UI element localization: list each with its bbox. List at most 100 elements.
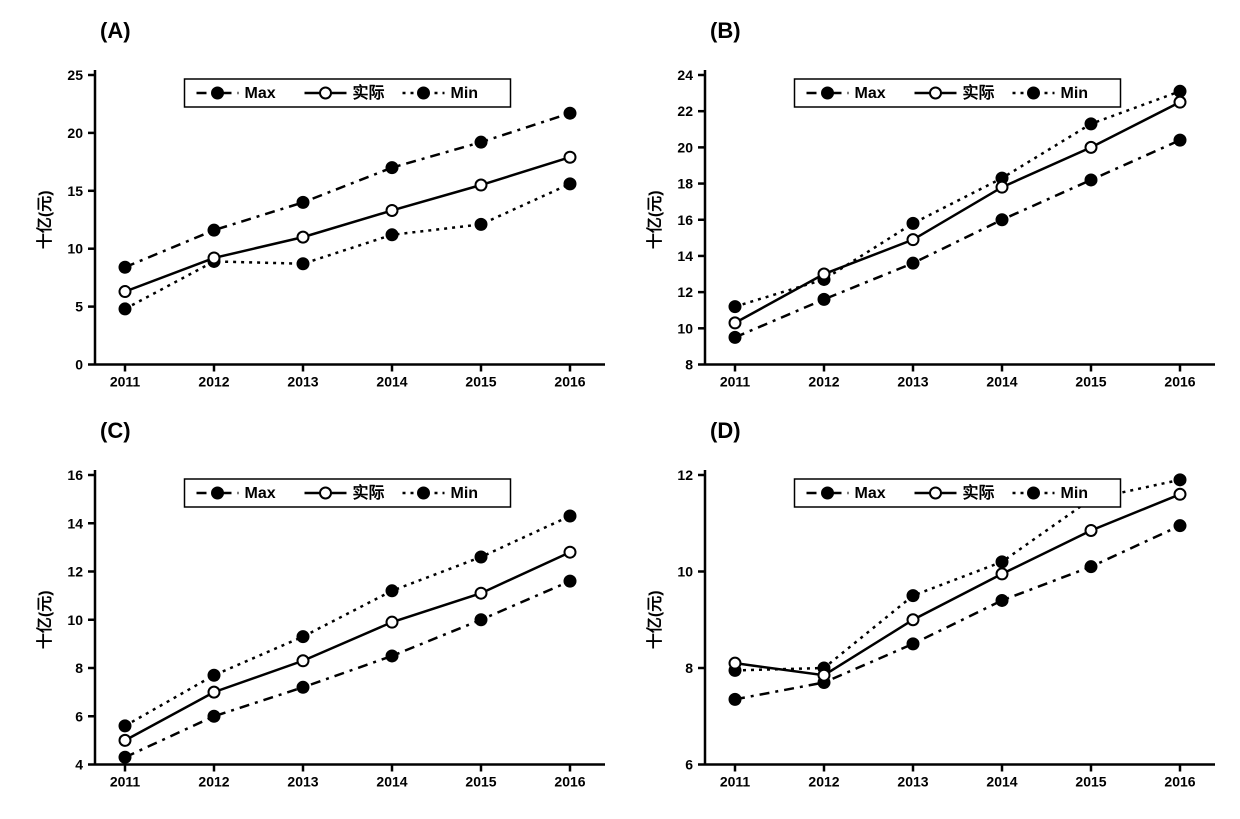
x-tick-label: 2012 (808, 773, 839, 789)
series-marker (565, 178, 576, 189)
series-line (125, 184, 570, 309)
x-tick-label: 2015 (465, 374, 496, 390)
series-marker (120, 286, 131, 297)
series-marker (476, 587, 487, 598)
series-marker (908, 258, 919, 269)
y-tick-label: 0 (75, 357, 83, 373)
series-marker (730, 301, 741, 312)
x-tick-label: 2014 (376, 773, 407, 789)
y-axis-label: 十亿(元) (35, 590, 54, 649)
legend-marker (1028, 88, 1039, 99)
legend-label: 实际 (353, 483, 385, 502)
legend-label: Min (451, 85, 479, 102)
y-tick-label: 8 (685, 660, 693, 676)
chart-svg: 46810121416201120122013201420152016十亿(元)… (10, 410, 620, 810)
x-tick-label: 2011 (720, 374, 751, 390)
y-tick-label: 10 (677, 320, 693, 336)
x-tick-label: 2011 (720, 773, 751, 789)
panel-label: (B) (710, 18, 741, 44)
x-tick-label: 2011 (110, 773, 141, 789)
series-marker (1086, 561, 1097, 572)
series-line (735, 479, 1180, 670)
series-marker (387, 205, 398, 216)
x-tick-label: 2015 (465, 773, 496, 789)
series-marker (997, 214, 1008, 225)
x-tick-label: 2014 (986, 374, 1017, 390)
series-marker (209, 686, 220, 697)
series-marker (997, 594, 1008, 605)
series-line (735, 102, 1180, 323)
series-line (125, 581, 570, 757)
x-tick-label: 2016 (554, 374, 585, 390)
series-marker (209, 252, 220, 263)
series-marker (120, 262, 131, 273)
series-marker (476, 551, 487, 562)
legend-marker (1028, 487, 1039, 498)
x-tick-label: 2013 (287, 773, 318, 789)
series-marker (120, 751, 131, 762)
legend-label: Max (245, 485, 276, 502)
series-marker (1086, 142, 1097, 153)
series-marker (387, 229, 398, 240)
series-marker (565, 510, 576, 521)
series-marker (120, 720, 131, 731)
y-tick-label: 12 (677, 284, 693, 300)
legend-label: 实际 (353, 83, 385, 102)
series-marker (476, 137, 487, 148)
series-marker (1086, 524, 1097, 535)
y-tick-label: 10 (67, 241, 83, 257)
series-marker (298, 232, 309, 243)
x-tick-label: 2012 (198, 773, 229, 789)
series-line (125, 157, 570, 291)
series-marker (819, 669, 830, 680)
series-marker (387, 585, 398, 596)
legend-label: Min (1061, 85, 1089, 102)
legend-marker (930, 88, 941, 99)
y-tick-label: 15 (67, 183, 83, 199)
legend-marker (822, 487, 833, 498)
legend-label: Max (245, 85, 276, 102)
series-marker (730, 657, 741, 668)
y-tick-label: 20 (677, 139, 693, 155)
y-tick-label: 5 (75, 299, 83, 315)
series-marker (997, 182, 1008, 193)
series-marker (997, 568, 1008, 579)
series-line (735, 494, 1180, 675)
y-tick-label: 25 (67, 67, 83, 83)
series-marker (1086, 118, 1097, 129)
x-tick-label: 2014 (376, 374, 407, 390)
panel-C: (C)46810121416201120122013201420152016十亿… (10, 410, 620, 810)
series-marker (120, 303, 131, 314)
y-tick-label: 14 (67, 515, 83, 531)
series-line (735, 91, 1180, 306)
series-marker (476, 180, 487, 191)
legend: Max 实际 Min (185, 79, 511, 107)
series-marker (908, 234, 919, 245)
panel-D: (D)681012201120122013201420152016十亿(元)Ma… (620, 410, 1230, 810)
legend-marker (320, 88, 331, 99)
legend-marker (212, 487, 223, 498)
legend-label: Max (855, 85, 886, 102)
y-tick-label: 24 (677, 67, 693, 83)
y-tick-label: 6 (685, 756, 693, 772)
x-tick-label: 2013 (897, 374, 928, 390)
x-tick-label: 2012 (198, 374, 229, 390)
series-marker (298, 655, 309, 666)
series-marker (730, 693, 741, 704)
chart-grid: (A)0510152025201120122013201420152016十亿(… (10, 10, 1230, 809)
series-marker (120, 734, 131, 745)
series-marker (730, 332, 741, 343)
legend-marker (930, 487, 941, 498)
legend: Max实际Min (795, 79, 1121, 107)
y-axis-label: 十亿(元) (645, 590, 664, 649)
series-marker (298, 258, 309, 269)
x-tick-label: 2015 (1075, 374, 1106, 390)
y-tick-label: 18 (677, 176, 693, 192)
legend-marker (822, 88, 833, 99)
x-tick-label: 2013 (287, 374, 318, 390)
y-tick-label: 12 (677, 467, 693, 483)
y-axis-label: 十亿(元) (35, 190, 54, 249)
y-axis-label: 十亿(元) (645, 190, 664, 249)
series-marker (1175, 520, 1186, 531)
legend-marker (212, 88, 223, 99)
